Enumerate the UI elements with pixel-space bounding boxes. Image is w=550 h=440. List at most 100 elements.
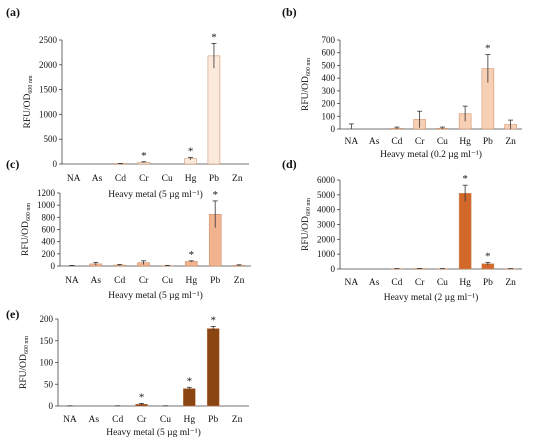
panel-b-y-tick-label: 600 [322, 48, 336, 58]
panel-e-category-label: As [89, 415, 100, 425]
panel-d-category-label: Hg [459, 278, 471, 288]
panel-a-x-axis-title: Heavy metal (5 µg ml⁻¹) [108, 189, 203, 200]
panel-d-y-tick-label: 5000 [317, 190, 336, 200]
panel-a-category-label: NA [67, 174, 81, 184]
panel-b-y-tick-label: 0 [331, 124, 336, 134]
panel-e-y-axis-title-sub: 600 nm [24, 336, 30, 355]
panel-e-y-axis-title-main: RFU/OD [19, 354, 29, 389]
panel-a-label: (a) [6, 5, 20, 19]
panel-a-bar-Pb [207, 55, 221, 165]
panel-a-y-tick-label: 500 [44, 134, 58, 144]
panel-e-significance-marker-Hg: * [187, 375, 193, 387]
panel-b-category-label: Pb [483, 137, 493, 147]
panel-c: (c) 0 200 400 600 800 1000 1200 RFU/OD600 nm NA As… [6, 157, 251, 301]
panel-b-category-label: Cu [437, 137, 448, 147]
panel-c-bar-Hg [185, 261, 198, 267]
panel-a-y-tick-label: 1500 [39, 85, 58, 95]
panel-b-y-tick-label: 700 [322, 35, 336, 45]
panel-e-significance-marker-Pb: * [210, 314, 216, 326]
panel-b-category-label: Cr [415, 137, 425, 147]
panel-e-x-axis-title: Heavy metal (5 µg ml⁻¹) [106, 427, 201, 438]
panel-a-significance-marker-Cr: * [141, 150, 147, 162]
panel-b-label: (b) [282, 5, 297, 19]
panel-a-significance-marker-Hg: * [188, 145, 194, 157]
panel-a-significance-marker-Pb: * [211, 31, 217, 43]
panel-a-category-label: Cd [115, 174, 126, 184]
panel-b-y-axis-title-sub: 600 nm [306, 58, 312, 77]
panel-c-significance-marker-Pb: * [212, 189, 218, 201]
panel-a-y-axis-title: RFU/OD600 nm [23, 75, 34, 128]
panel-c-category-label: NA [65, 276, 79, 286]
panel-d-y-tick-label: 1000 [317, 249, 336, 259]
panel-b-y-axis-title: RFU/OD600 nm [301, 58, 312, 111]
panel-c-significance-marker-Hg: * [189, 249, 195, 261]
panel-a-category-label: Hg [185, 174, 197, 184]
panel-e-bar-Pb [206, 328, 220, 407]
panel-b-category-label: NA [345, 137, 359, 147]
panel-a-y-axis-title-main: RFU/OD [23, 94, 33, 129]
panel-e-category-label: Pb [208, 415, 218, 425]
panel-a-category-label: Cu [162, 174, 173, 184]
panel-c-category-label: Cu [162, 276, 173, 286]
panel-c-y-tick-label: 600 [42, 225, 56, 235]
panel-e-label: (e) [6, 307, 19, 321]
panel-b-category-label: Cd [391, 137, 402, 147]
panel-b-significance-marker-Pb: * [485, 43, 491, 55]
panel-e-y-tick-label: 200 [40, 314, 54, 324]
panel-c-y-axis-title-main: RFU/OD [21, 221, 31, 256]
panel-d-y-axis-title-main: RFU/OD [301, 216, 311, 251]
panel-c-y-tick-label: 1000 [37, 200, 56, 210]
panel-c-category-label: Cr [139, 276, 149, 286]
panel-e-category-label: Hg [184, 415, 196, 425]
panel-c-y-tick-label: 800 [42, 212, 56, 222]
panel-c-category-label: Pb [210, 276, 220, 286]
panel-e-y-tick-label: 100 [40, 358, 54, 368]
panel-a-category-label: Zn [232, 174, 243, 184]
panel-d-y-tick-label: 3000 [317, 220, 336, 230]
panel-d-category-label: Cu [437, 278, 448, 288]
panel-b-category-label: As [369, 137, 380, 147]
panel-c-category-label: Hg [186, 276, 198, 286]
panel-a: (a) 0 500 1000 1500 2000 2500 RFU/OD600 nm NA As C… [6, 5, 249, 200]
panel-d-category-label: Zn [505, 278, 516, 288]
panel-d-y-tick-label: 6000 [317, 175, 336, 185]
panel-d-label: (d) [282, 157, 297, 171]
panel-c-category-label: As [91, 276, 102, 286]
panel-a-y-tick-label: 2000 [39, 60, 58, 70]
panel-e-bar-Hg [183, 388, 196, 407]
panel-d-category-label: Cr [415, 278, 425, 288]
panel-c-category-label: Cd [114, 276, 125, 286]
panel-d-bar-Hg [458, 193, 472, 270]
panel-e-category-label: Cr [137, 415, 147, 425]
panel-d-y-tick-label: 2000 [317, 234, 336, 244]
panel-a-y-tick-label: 2500 [39, 35, 58, 45]
panel-a-y-axis-title-sub: 600 nm [28, 75, 34, 94]
panel-d-category-label: NA [345, 278, 359, 288]
panel-b-y-axis-title-main: RFU/OD [301, 76, 311, 111]
panel-c-y-axis-title-sub: 600 nm [26, 203, 32, 222]
panel-d-category-label: Cd [391, 278, 402, 288]
panel-e-category-label: Cu [160, 415, 171, 425]
panel-b-y-tick-label: 100 [322, 111, 336, 121]
panel-d-category-label: As [369, 278, 380, 288]
panel-d-significance-marker-Pb: * [485, 250, 491, 262]
panel-c-y-tick-label: 400 [42, 237, 56, 247]
panel-c-label: (c) [6, 157, 19, 171]
panel-d-significance-marker-Hg: * [462, 173, 468, 185]
panel-b-category-label: Zn [505, 137, 516, 147]
panel-b-y-tick-label: 400 [322, 73, 336, 83]
panel-a-category-label: Cr [139, 174, 149, 184]
panel-a-category-label: As [92, 174, 103, 184]
panel-b: (b) 0 100 200 300 400 500 600 700 RFU/OD600 nm NA A… [282, 5, 522, 160]
panel-e-y-tick-label: 0 [49, 401, 54, 411]
panel-b-y-tick-label: 300 [322, 86, 336, 96]
panel-e-y-axis-title: RFU/OD600 nm [19, 336, 30, 389]
panel-d-y-axis-title-sub: 600 nm [306, 198, 312, 217]
panel-b-y-tick-label: 200 [322, 99, 336, 109]
panel-e-category-label: Cd [112, 415, 123, 425]
panel-a-y-tick-label: 0 [53, 159, 58, 169]
panel-d-y-axis-title: RFU/OD600 nm [301, 198, 312, 251]
panel-c-y-tick-label: 200 [42, 249, 56, 259]
panel-e-significance-marker-Cr: * [139, 391, 145, 403]
